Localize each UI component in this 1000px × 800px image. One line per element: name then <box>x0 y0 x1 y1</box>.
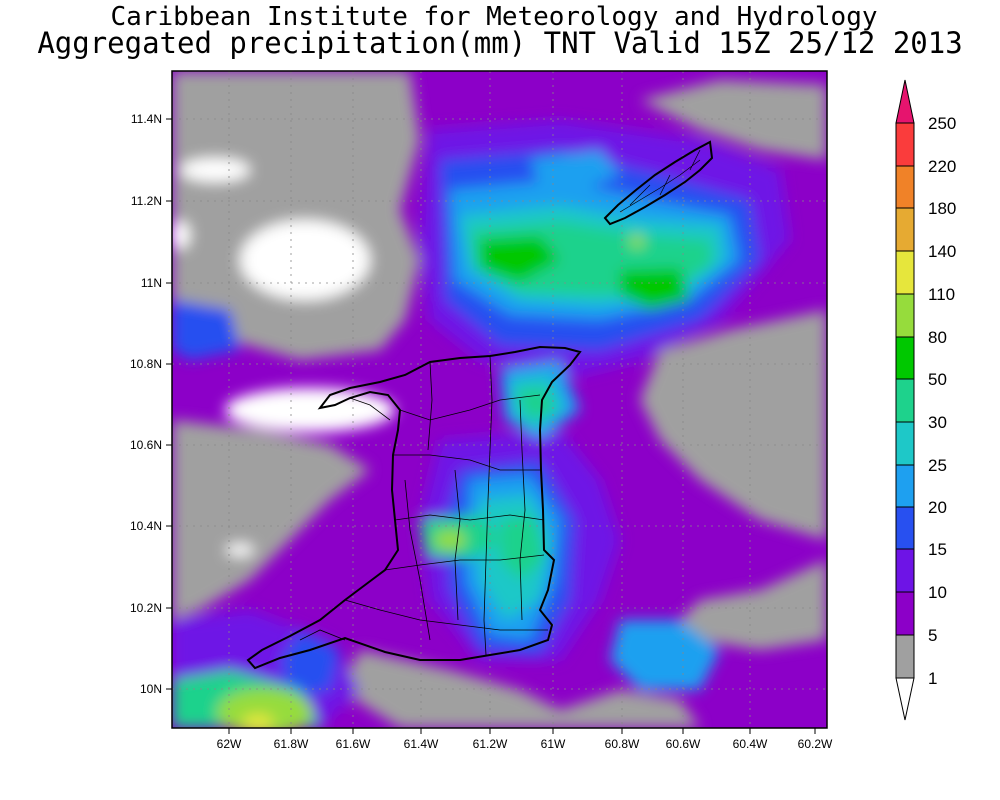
colorbar-upper-arrow <box>895 79 915 124</box>
colorbar-label: 50 <box>928 370 947 389</box>
tobago-outline <box>603 140 714 226</box>
lon-tick-label: 61.2W <box>473 737 508 751</box>
colorbar-swatch <box>895 591 915 636</box>
colorbar-label: 10 <box>928 583 947 602</box>
colorbar-label: 250 <box>928 114 956 133</box>
colorbar-label: 140 <box>928 242 956 261</box>
lat-tick-label: 10.6N <box>130 438 162 452</box>
colorbar-swatch <box>895 165 915 209</box>
colorbar-swatch <box>895 464 915 508</box>
colorbar-swatch <box>895 250 915 295</box>
lon-tick-label: 61.8W <box>274 737 309 751</box>
map-frame <box>171 70 828 729</box>
lon-tick-label: 60.8W <box>605 737 640 751</box>
colorbar-swatch <box>895 634 915 679</box>
colorbar-label: 5 <box>928 626 937 645</box>
colorbar-labels: 1 5 10 15 20 25 30 50 80 110 140 180 220… <box>928 114 956 688</box>
precipitation-field <box>172 71 827 728</box>
colorbar-label: 30 <box>928 413 947 432</box>
chart-title-institute: Caribbean Institute for Meteorology and … <box>110 2 878 32</box>
colorbar-label: 1 <box>928 669 937 688</box>
colorbar-label: 80 <box>928 328 947 347</box>
colorbar <box>895 79 915 721</box>
colorbar-swatch <box>895 421 915 466</box>
lon-tick-label: 61.4W <box>404 737 439 751</box>
lat-tick-label: 10N <box>140 682 162 696</box>
trinidad-outline <box>246 345 582 670</box>
colorbar-swatch <box>895 122 915 167</box>
lon-tick-label: 62W <box>217 737 242 751</box>
lat-tick-label: 11.4N <box>131 112 162 126</box>
chart-title-product: Aggregated precipitation(mm) TNT Valid 1… <box>37 26 963 60</box>
lat-tick-label: 11N <box>141 276 162 290</box>
lat-tick-label: 11.2N <box>131 194 162 208</box>
colorbar-swatch <box>895 548 915 593</box>
colorbar-swatch <box>895 378 915 423</box>
colorbar-label: 15 <box>928 540 947 559</box>
colorbar-swatch <box>895 506 915 550</box>
colorbar-label: 20 <box>928 498 947 517</box>
lon-tick-label: 60.2W <box>798 737 833 751</box>
lat-tick-label: 10.2N <box>130 601 162 615</box>
lat-tick-label: 10.8N <box>130 357 162 371</box>
colorbar-swatch <box>895 336 915 380</box>
lat-axis: 11.4N 11.2N 11N 10.8N 10.6N 10.4N 10.2N … <box>130 112 172 696</box>
colorbar-label: 110 <box>928 285 955 304</box>
lon-tick-label: 60.4W <box>733 737 768 751</box>
colorbar-label: 25 <box>928 456 947 475</box>
lon-tick-label: 61W <box>541 737 566 751</box>
colorbar-lower-arrow <box>895 677 915 721</box>
colorbar-swatch <box>895 293 915 338</box>
map-gridlines <box>172 71 827 728</box>
lon-tick-label: 60.6W <box>666 737 701 751</box>
lon-axis: 62W 61.8W 61.6W 61.4W 61.2W 61W 60.8W 60… <box>217 728 833 751</box>
lon-tick-label: 61.6W <box>336 737 371 751</box>
lat-tick-label: 10.4N <box>130 519 162 533</box>
colorbar-label: 180 <box>928 199 956 218</box>
colorbar-swatch <box>895 207 915 252</box>
colorbar-label: 220 <box>928 157 956 176</box>
